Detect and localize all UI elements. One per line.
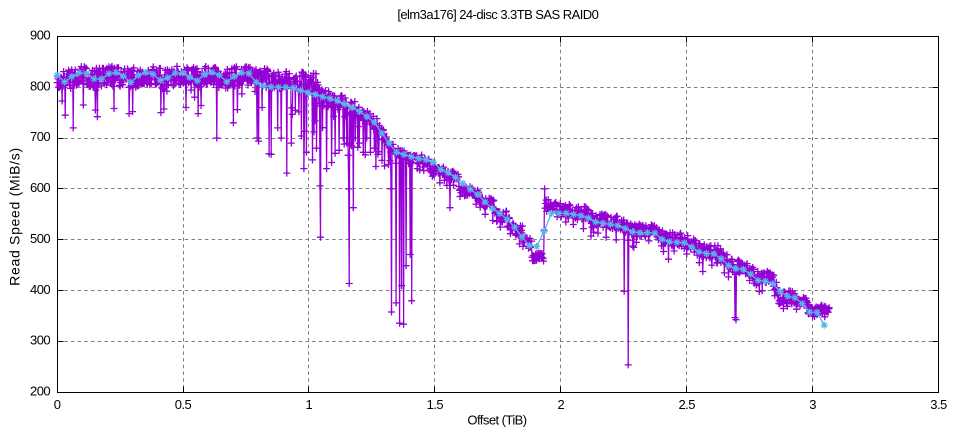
svg-text:700: 700 [30, 129, 50, 144]
svg-text:[elm3a176] 24-disc 3.3TB SAS R: [elm3a176] 24-disc 3.3TB SAS RAID0 [397, 7, 598, 22]
svg-text:Read Speed (MiB/s): Read Speed (MiB/s) [7, 147, 23, 286]
svg-text:Offset (TiB): Offset (TiB) [467, 413, 526, 428]
svg-text:2.5: 2.5 [678, 397, 695, 412]
svg-text:500: 500 [30, 231, 50, 246]
svg-text:3.5: 3.5 [930, 397, 947, 412]
svg-text:300: 300 [30, 333, 50, 348]
svg-text:200: 200 [30, 384, 50, 399]
svg-text:900: 900 [30, 28, 50, 43]
svg-text:0.5: 0.5 [175, 397, 192, 412]
svg-text:0: 0 [54, 397, 61, 412]
svg-text:400: 400 [30, 282, 50, 297]
svg-text:2: 2 [557, 397, 564, 412]
svg-text:1: 1 [306, 397, 313, 412]
svg-text:800: 800 [30, 78, 50, 93]
svg-text:600: 600 [30, 180, 50, 195]
svg-text:3: 3 [809, 397, 816, 412]
svg-text:1.5: 1.5 [427, 397, 444, 412]
